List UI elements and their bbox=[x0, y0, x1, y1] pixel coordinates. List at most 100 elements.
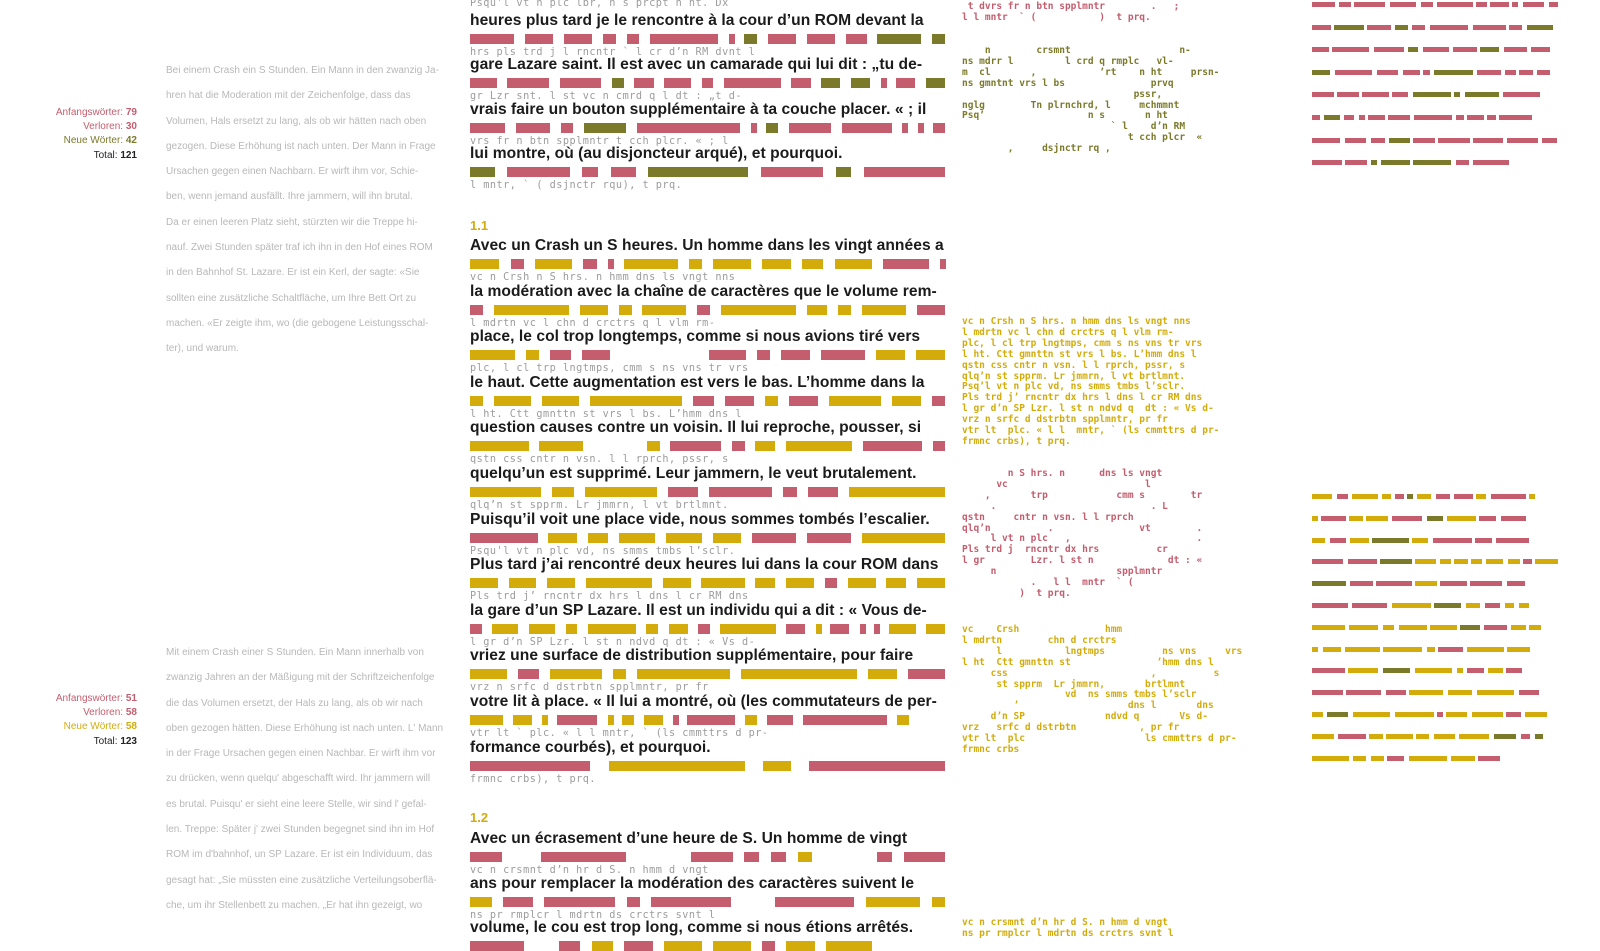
word-bar bbox=[583, 122, 627, 133]
vis-bar bbox=[1413, 92, 1451, 98]
word-bar bbox=[925, 623, 945, 634]
vis-bar bbox=[1421, 2, 1433, 7]
vis-bar bbox=[1334, 24, 1364, 30]
vis-bar bbox=[1454, 559, 1468, 565]
anfang-label: Anfangswörter: bbox=[55, 693, 124, 704]
word-bar bbox=[502, 896, 533, 907]
verloren-label: Verloren: bbox=[83, 707, 124, 719]
total-label: Total: bbox=[93, 149, 118, 161]
word-bar bbox=[766, 715, 793, 725]
word-bar bbox=[806, 34, 836, 44]
vis-bar bbox=[1499, 115, 1532, 120]
word-bars bbox=[470, 304, 948, 315]
abbreviation-line: vc l bbox=[962, 478, 1151, 490]
abbreviated-line: Pls trd j’ rncntr dx hrs l dns l cr RM d… bbox=[470, 591, 749, 603]
abbreviation-line: l ht. Ctt gmnttn st vrs l bs. L’hmm dns … bbox=[962, 348, 1197, 360]
vis-row bbox=[1312, 733, 1558, 739]
abbreviation-line: Pls trd j’ rncntr dx hrs l dns l cr RM d… bbox=[962, 392, 1203, 404]
word-bar bbox=[755, 441, 776, 452]
vis-bar bbox=[1506, 712, 1521, 717]
vis-bar bbox=[1330, 537, 1346, 543]
vis-bar bbox=[1473, 160, 1509, 166]
french-line: formance courbés), et pourquoi. bbox=[470, 738, 711, 756]
vis-bar bbox=[1312, 92, 1334, 98]
german-line: sollten eine zusätzliche Schaltfläche, u… bbox=[166, 292, 417, 304]
vis-bar bbox=[1312, 69, 1330, 75]
vis-bar bbox=[1453, 47, 1477, 53]
word-bar bbox=[797, 852, 813, 862]
abbreviation-line: l gr Lzr. l st n dt : « bbox=[962, 555, 1203, 567]
vis-bar bbox=[1430, 24, 1468, 30]
abbreviated-line: qstn css cntr n vsn. l l rprch, pssr, s bbox=[470, 454, 729, 466]
vis-bar bbox=[1321, 515, 1346, 521]
word-bar bbox=[534, 259, 573, 269]
word-bar bbox=[691, 852, 733, 862]
vis-bar bbox=[1399, 624, 1427, 630]
french-line: la gare d’un SP Lazare. Il est un indivi… bbox=[470, 601, 927, 619]
vis-bar bbox=[1505, 603, 1514, 608]
vis-bar bbox=[1529, 494, 1535, 499]
abbreviation-line: n S hrs. n dns ls vngt bbox=[962, 468, 1163, 479]
word-bar bbox=[470, 669, 507, 680]
word-bar bbox=[807, 487, 838, 497]
word-bar bbox=[828, 395, 882, 406]
word-bar bbox=[932, 441, 945, 452]
word-bar bbox=[709, 487, 772, 497]
word-bar bbox=[672, 715, 679, 725]
vis-bar bbox=[1371, 160, 1377, 166]
word-bars bbox=[470, 669, 948, 680]
vis-bar bbox=[1335, 69, 1372, 75]
vis-bar bbox=[1337, 494, 1348, 499]
vis-bar bbox=[1312, 537, 1325, 543]
word-bar bbox=[607, 259, 614, 269]
word-bar bbox=[507, 78, 550, 89]
vis-bar bbox=[1496, 537, 1529, 543]
abbreviation-line: l mdrtn chn d crctrs bbox=[962, 634, 1117, 646]
word-bar bbox=[880, 78, 887, 89]
vis-bar bbox=[1395, 494, 1404, 499]
vis-bar bbox=[1511, 624, 1526, 630]
vis-bar bbox=[1448, 690, 1472, 696]
german-line: gezogen. Diese Erhöhung ist nach unten. … bbox=[166, 140, 436, 152]
word-bar bbox=[859, 623, 866, 634]
french-line: vriez une surface de distribution supplé… bbox=[470, 647, 914, 665]
word-bar bbox=[917, 122, 924, 133]
abbreviation-block: n S hrs. n dns ls vngt vc l , trp cmm s … bbox=[962, 468, 1203, 600]
vis-bar bbox=[1408, 47, 1418, 53]
vis-bar bbox=[1467, 115, 1484, 120]
abbreviation-line: n crsmnt n- bbox=[962, 45, 1191, 56]
vis-bar bbox=[1434, 603, 1461, 608]
word-bars bbox=[470, 532, 948, 543]
word-bar bbox=[626, 34, 640, 44]
french-line: Avec un Crash un S heures. Un homme dans… bbox=[470, 237, 944, 254]
word-bar bbox=[760, 166, 824, 177]
abbreviation-line: l ht Ctt gmnttn st ’hmm dns l bbox=[962, 656, 1214, 668]
vis-bar bbox=[1388, 115, 1410, 120]
german-translation-1: Bei einem Crash ein S Stunden. Ein Mann … bbox=[166, 58, 458, 362]
word-bar bbox=[651, 896, 731, 907]
word-bar bbox=[561, 122, 574, 133]
vis-bar bbox=[1392, 603, 1431, 608]
word-bar bbox=[761, 941, 775, 951]
word-bar bbox=[693, 395, 714, 406]
vis-bar bbox=[1508, 559, 1520, 565]
vis-bar bbox=[1392, 92, 1408, 98]
vis-bar bbox=[1346, 690, 1381, 696]
word-bar bbox=[877, 852, 892, 862]
vis-bar bbox=[1476, 494, 1486, 499]
abbreviation-line: ) t prq. bbox=[962, 587, 1071, 599]
vis-bar bbox=[1471, 559, 1482, 565]
word-bar bbox=[565, 623, 578, 634]
word-bar bbox=[803, 715, 888, 725]
abbreviation-block: vc Crsh hmm l mdrtn chn d crctrs l lngtmp… bbox=[962, 624, 1242, 756]
abbreviated-line: vtr lt ` plc. « l l mntr, ` (ls cmmttrs … bbox=[470, 728, 769, 739]
word-bar bbox=[895, 78, 916, 89]
vis-bar bbox=[1372, 537, 1409, 543]
abbreviated-line: l gr d’n SP Lzr. l st n ndvd q dt : « Vs… bbox=[470, 636, 756, 648]
vis-bar bbox=[1467, 668, 1484, 674]
word-bars bbox=[470, 441, 948, 452]
word-bar bbox=[585, 578, 653, 589]
word-bar bbox=[559, 941, 581, 951]
word-bar bbox=[589, 395, 683, 406]
french-line: lui montre, où (au disjoncteur arqué), e… bbox=[470, 144, 843, 162]
